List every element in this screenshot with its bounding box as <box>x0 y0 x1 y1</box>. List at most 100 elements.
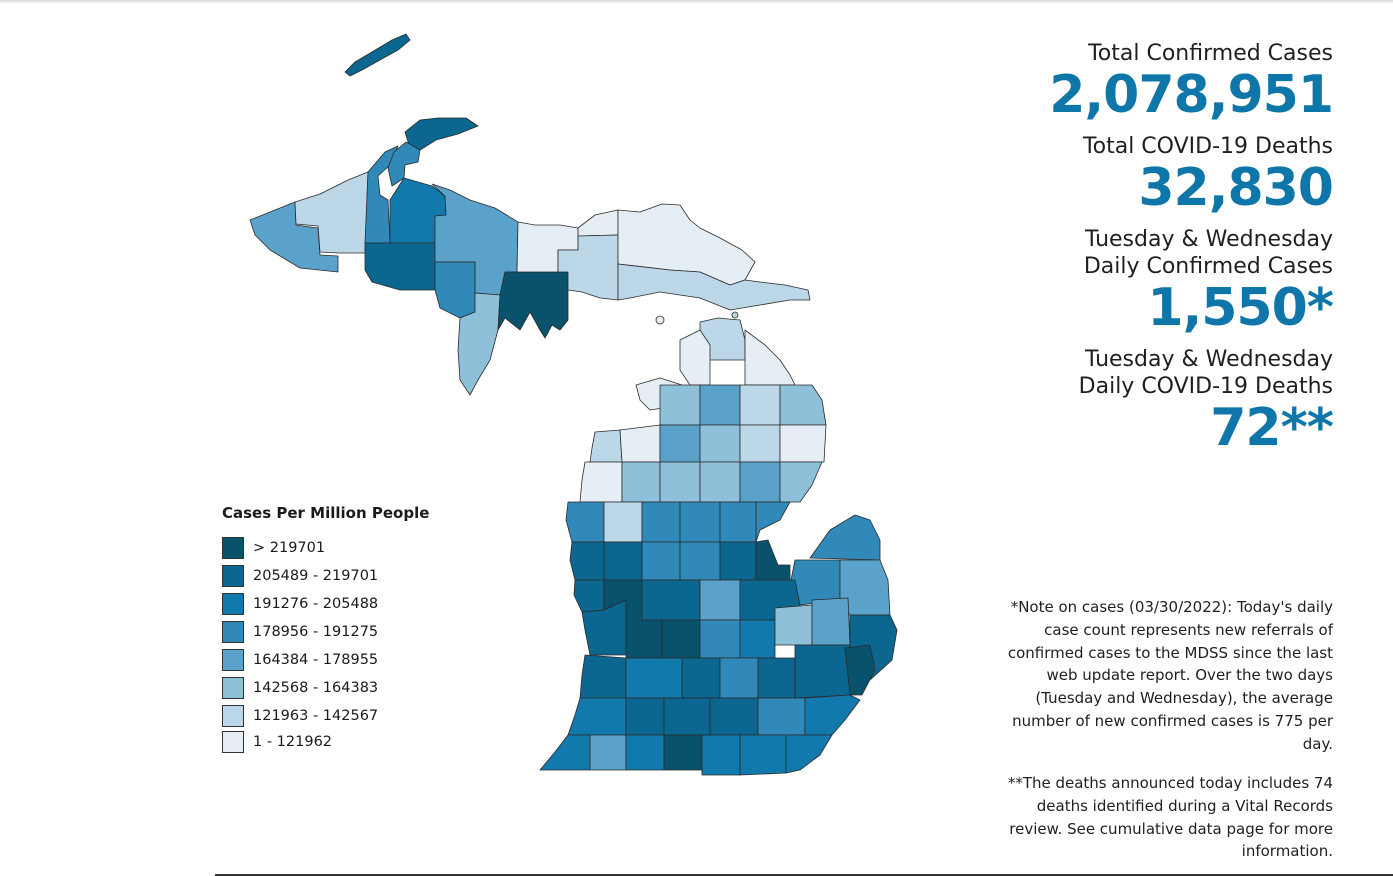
legend-row: 164384 - 178955 <box>222 646 442 674</box>
county-macomb[interactable] <box>844 644 876 696</box>
stat-value: 32,830 <box>1138 158 1334 218</box>
county-oakland[interactable] <box>794 644 851 699</box>
map-legend: Cases Per Million People > 219701 205489… <box>222 504 442 754</box>
county-isabella[interactable] <box>679 541 721 581</box>
county-cheboygan[interactable] <box>744 329 796 386</box>
stat-value: 2,078,951 <box>1049 65 1334 125</box>
county-keweenaw[interactable] <box>404 117 479 151</box>
county-arenac[interactable] <box>755 501 791 543</box>
county-luce[interactable] <box>577 209 619 237</box>
stat-daily-deaths: Tuesday & Wednesday Daily COVID-19 Death… <box>913 346 1334 456</box>
legend-row: 1 - 121962 <box>222 730 442 754</box>
county-beaver-island <box>655 315 665 325</box>
county-shiawassee[interactable] <box>739 619 776 659</box>
legend-row: 121963 - 142567 <box>222 702 442 730</box>
legend-swatch <box>222 677 244 699</box>
county-barry[interactable] <box>625 657 683 699</box>
county-eaton[interactable] <box>681 657 721 699</box>
county-genesee[interactable] <box>774 604 813 646</box>
county-allegan[interactable] <box>579 654 627 699</box>
county-alpena[interactable] <box>779 384 827 426</box>
legend-label: > 219701 <box>253 540 326 556</box>
stat-label: Tuesday & Wednesday Daily Confirmed Case… <box>1083 227 1333 279</box>
county-ionia[interactable] <box>661 619 701 659</box>
county-iosco[interactable] <box>779 461 823 503</box>
county-livingston[interactable] <box>757 657 796 699</box>
county-grand-traverse[interactable] <box>619 424 661 463</box>
county-oceana[interactable] <box>569 541 605 581</box>
county-antrim[interactable] <box>659 384 701 426</box>
county-missaukee[interactable] <box>659 461 701 503</box>
legend-row: 191276 - 205488 <box>222 590 442 618</box>
county-bay[interactable] <box>755 539 791 581</box>
county-wayne[interactable] <box>804 694 861 736</box>
legend-swatch <box>222 705 244 727</box>
county-hillsdale[interactable] <box>701 734 741 776</box>
county-montmorency[interactable] <box>739 384 781 426</box>
stat-label: Tuesday & Wednesday Daily COVID-19 Death… <box>1078 347 1333 399</box>
county-muskegon[interactable] <box>573 579 605 613</box>
county-monroe[interactable] <box>785 734 833 774</box>
legend-swatch <box>222 537 244 559</box>
legend-swatch <box>222 731 244 753</box>
stat-total-cases: Total Confirmed Cases 2,078,951 <box>913 40 1334 125</box>
county-newaygo[interactable] <box>603 541 643 581</box>
county-mason[interactable] <box>565 501 605 543</box>
county-menominee[interactable] <box>457 292 501 396</box>
stat-daily-cases: Tuesday & Wednesday Daily Confirmed Case… <box>913 226 1334 338</box>
county-gladwin[interactable] <box>719 501 757 543</box>
county-clare[interactable] <box>679 501 721 543</box>
legend-label: 1 - 121962 <box>253 734 333 750</box>
county-montcalm[interactable] <box>641 579 701 621</box>
county-isle-royale[interactable] <box>344 33 411 77</box>
top-rule <box>0 0 1393 4</box>
legend-row: 142568 - 164383 <box>222 674 442 702</box>
county-iron[interactable] <box>364 242 436 291</box>
county-delta[interactable] <box>497 271 569 339</box>
county-ogemaw[interactable] <box>739 461 781 503</box>
county-chippewa-east[interactable] <box>617 263 811 311</box>
county-van-buren[interactable] <box>567 697 627 736</box>
county-oscoda[interactable] <box>739 424 781 463</box>
county-clinton[interactable] <box>699 619 741 659</box>
county-kalkaska[interactable] <box>659 424 701 463</box>
county-otsego[interactable] <box>699 384 741 426</box>
county-manistee[interactable] <box>579 461 623 503</box>
county-huron[interactable] <box>809 514 881 561</box>
county-cass[interactable] <box>589 734 627 771</box>
county-benzie[interactable] <box>589 429 623 463</box>
county-lapeer[interactable] <box>811 597 851 646</box>
county-charlevoix[interactable] <box>679 329 711 386</box>
legend-title: Cases Per Million People <box>222 504 430 522</box>
county-osceola[interactable] <box>641 501 681 543</box>
county-lenawee[interactable] <box>739 734 787 776</box>
county-alcona[interactable] <box>779 424 827 463</box>
county-dickinson[interactable] <box>434 261 476 319</box>
county-ontonagon[interactable] <box>294 171 369 254</box>
county-midland[interactable] <box>719 541 757 581</box>
county-roscommon[interactable] <box>699 461 741 503</box>
county-calhoun[interactable] <box>663 697 711 736</box>
county-gogebic[interactable] <box>249 201 339 273</box>
county-bois-blanc-island <box>731 311 739 319</box>
county-jackson[interactable] <box>709 697 759 736</box>
county-baraga[interactable] <box>387 141 421 187</box>
lower-peninsula <box>539 317 898 776</box>
county-gratiot[interactable] <box>699 579 741 621</box>
county-kalamazoo[interactable] <box>625 697 665 736</box>
county-mackinac[interactable] <box>557 234 619 301</box>
county-mecosta[interactable] <box>641 541 681 581</box>
upper-peninsula <box>249 117 811 396</box>
county-crawford[interactable] <box>699 424 741 463</box>
county-washtenaw[interactable] <box>757 697 806 736</box>
legend-row: > 219701 <box>222 534 442 562</box>
stat-value: 1,550* <box>1147 278 1334 338</box>
legend-row: 205489 - 219701 <box>222 562 442 590</box>
county-wexford[interactable] <box>621 461 661 503</box>
county-lake[interactable] <box>603 501 643 543</box>
county-branch[interactable] <box>663 734 703 771</box>
county-ingham[interactable] <box>719 657 759 699</box>
county-berrien[interactable] <box>539 734 591 771</box>
county-st-joseph[interactable] <box>625 734 665 771</box>
